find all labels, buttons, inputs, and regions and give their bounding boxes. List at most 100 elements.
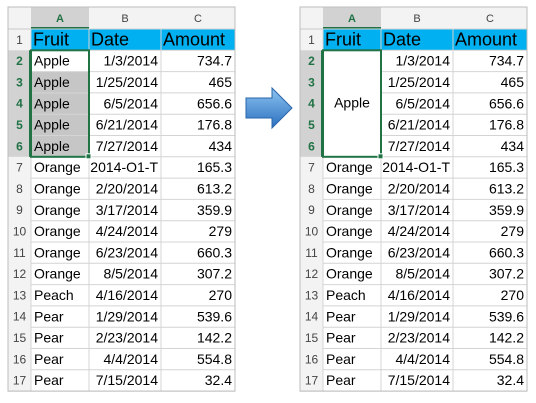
row-number: 7 [16, 161, 23, 175]
date-cell: 8/5/2014 [104, 266, 159, 282]
amount-cell: 656.6 [489, 95, 524, 111]
amount-cell: 270 [501, 287, 525, 303]
fruit-cell: Orange [34, 202, 81, 218]
row-number: 13 [13, 288, 27, 302]
selection-border [30, 49, 90, 158]
date-cell: 1/29/2014 [388, 308, 450, 324]
fruit-cell: Apple [34, 95, 70, 111]
row-number: 4 [308, 97, 315, 111]
date-cell: 1/25/2014 [96, 74, 158, 90]
fruit-cell: Orange [34, 223, 81, 239]
fruit-cell: Apple [34, 117, 70, 133]
header-cell: Date [383, 29, 421, 49]
merged-cell-text: Apple [334, 94, 370, 110]
amount-cell: 279 [209, 223, 233, 239]
fruit-cell: Orange [326, 159, 373, 175]
date-cell: 7/27/2014 [388, 138, 450, 154]
date-cell: 2/20/2014 [388, 180, 450, 196]
fruit-cell: Pear [326, 351, 356, 367]
amount-cell: 434 [501, 138, 525, 154]
amount-cell: 465 [209, 74, 233, 90]
row-number: 9 [16, 203, 23, 217]
column-header-selected [323, 7, 381, 29]
amount-cell: 32.4 [205, 372, 232, 388]
date-cell: 6/23/2014 [96, 244, 158, 260]
amount-cell: 359.9 [489, 202, 524, 218]
date-cell: 2014-O1-T [382, 159, 450, 175]
amount-cell: 359.9 [197, 202, 232, 218]
amount-cell: 465 [501, 74, 525, 90]
amount-cell: 176.8 [197, 117, 232, 133]
column-header: B [121, 13, 128, 25]
column-header: A [56, 13, 64, 25]
row-number: 4 [16, 97, 23, 111]
row-number: 15 [305, 331, 319, 345]
amount-cell: 165.3 [489, 159, 524, 175]
row-number: 11 [305, 246, 318, 260]
fruit-cell: Pear [326, 308, 356, 324]
row-number: 5 [308, 118, 315, 132]
row-number: 12 [13, 267, 27, 281]
row-number: 17 [305, 374, 319, 388]
header-cell: Fruit [33, 29, 69, 49]
merged-cell [323, 50, 381, 157]
date-cell: 4/24/2014 [96, 223, 158, 239]
row-number: 1 [16, 33, 23, 47]
date-cell: 2/20/2014 [96, 180, 158, 196]
amount-cell: 660.3 [197, 244, 232, 260]
date-cell: 4/24/2014 [388, 223, 450, 239]
fruit-cell: Orange [326, 223, 373, 239]
date-cell: 6/21/2014 [96, 117, 158, 133]
header-cell: Amount [455, 29, 517, 49]
fruit-cell: Apple [34, 53, 70, 69]
fruit-cell: Peach [326, 287, 366, 303]
header-row [323, 29, 527, 51]
row-number: 6 [308, 139, 315, 153]
fill-handle [85, 153, 92, 160]
row-number: 10 [13, 225, 27, 239]
sheet-border [299, 6, 528, 392]
fruit-cell: Pear [34, 372, 64, 388]
row-number: 2 [16, 54, 23, 68]
amount-cell: 734.7 [197, 53, 232, 69]
row-number: 3 [308, 75, 315, 89]
amount-cell: 656.6 [197, 95, 232, 111]
date-cell: 2/23/2014 [96, 330, 158, 346]
row-number: 3 [16, 75, 23, 89]
row-number: 8 [16, 182, 23, 196]
row-number: 9 [308, 203, 315, 217]
amount-cell: 660.3 [489, 244, 524, 260]
date-cell: 4/16/2014 [388, 287, 450, 303]
amount-cell: 307.2 [197, 266, 232, 282]
row-number: 11 [13, 246, 26, 260]
column-header: C [486, 13, 494, 25]
date-cell: 1/25/2014 [388, 74, 450, 90]
amount-cell: 613.2 [489, 180, 524, 196]
row-number: 14 [13, 310, 27, 324]
column-header: A [348, 13, 356, 25]
amount-cell: 176.8 [489, 117, 524, 133]
row-number: 16 [305, 352, 319, 366]
row-number: 8 [308, 182, 315, 196]
header-row [31, 29, 235, 51]
date-cell: 6/21/2014 [388, 117, 450, 133]
header-cell: Amount [163, 29, 225, 49]
row-number: 2 [308, 54, 315, 68]
fruit-cell: Pear [34, 308, 64, 324]
fruit-cell: Orange [34, 244, 81, 260]
amount-cell: 270 [209, 287, 233, 303]
date-cell: 1/3/2014 [104, 53, 159, 69]
amount-cell: 279 [501, 223, 525, 239]
row-number: 6 [16, 139, 23, 153]
date-cell: 4/4/2014 [104, 351, 159, 367]
date-cell: 2/23/2014 [388, 330, 450, 346]
amount-cell: 539.6 [489, 308, 524, 324]
date-cell: 6/5/2014 [396, 95, 451, 111]
row-number: 14 [305, 310, 319, 324]
date-cell: 7/15/2014 [388, 372, 450, 388]
date-cell: 7/27/2014 [96, 138, 158, 154]
fruit-cell: Pear [34, 330, 64, 346]
row-number: 13 [305, 288, 319, 302]
row-number: 12 [305, 267, 319, 281]
row-number: 7 [308, 161, 315, 175]
